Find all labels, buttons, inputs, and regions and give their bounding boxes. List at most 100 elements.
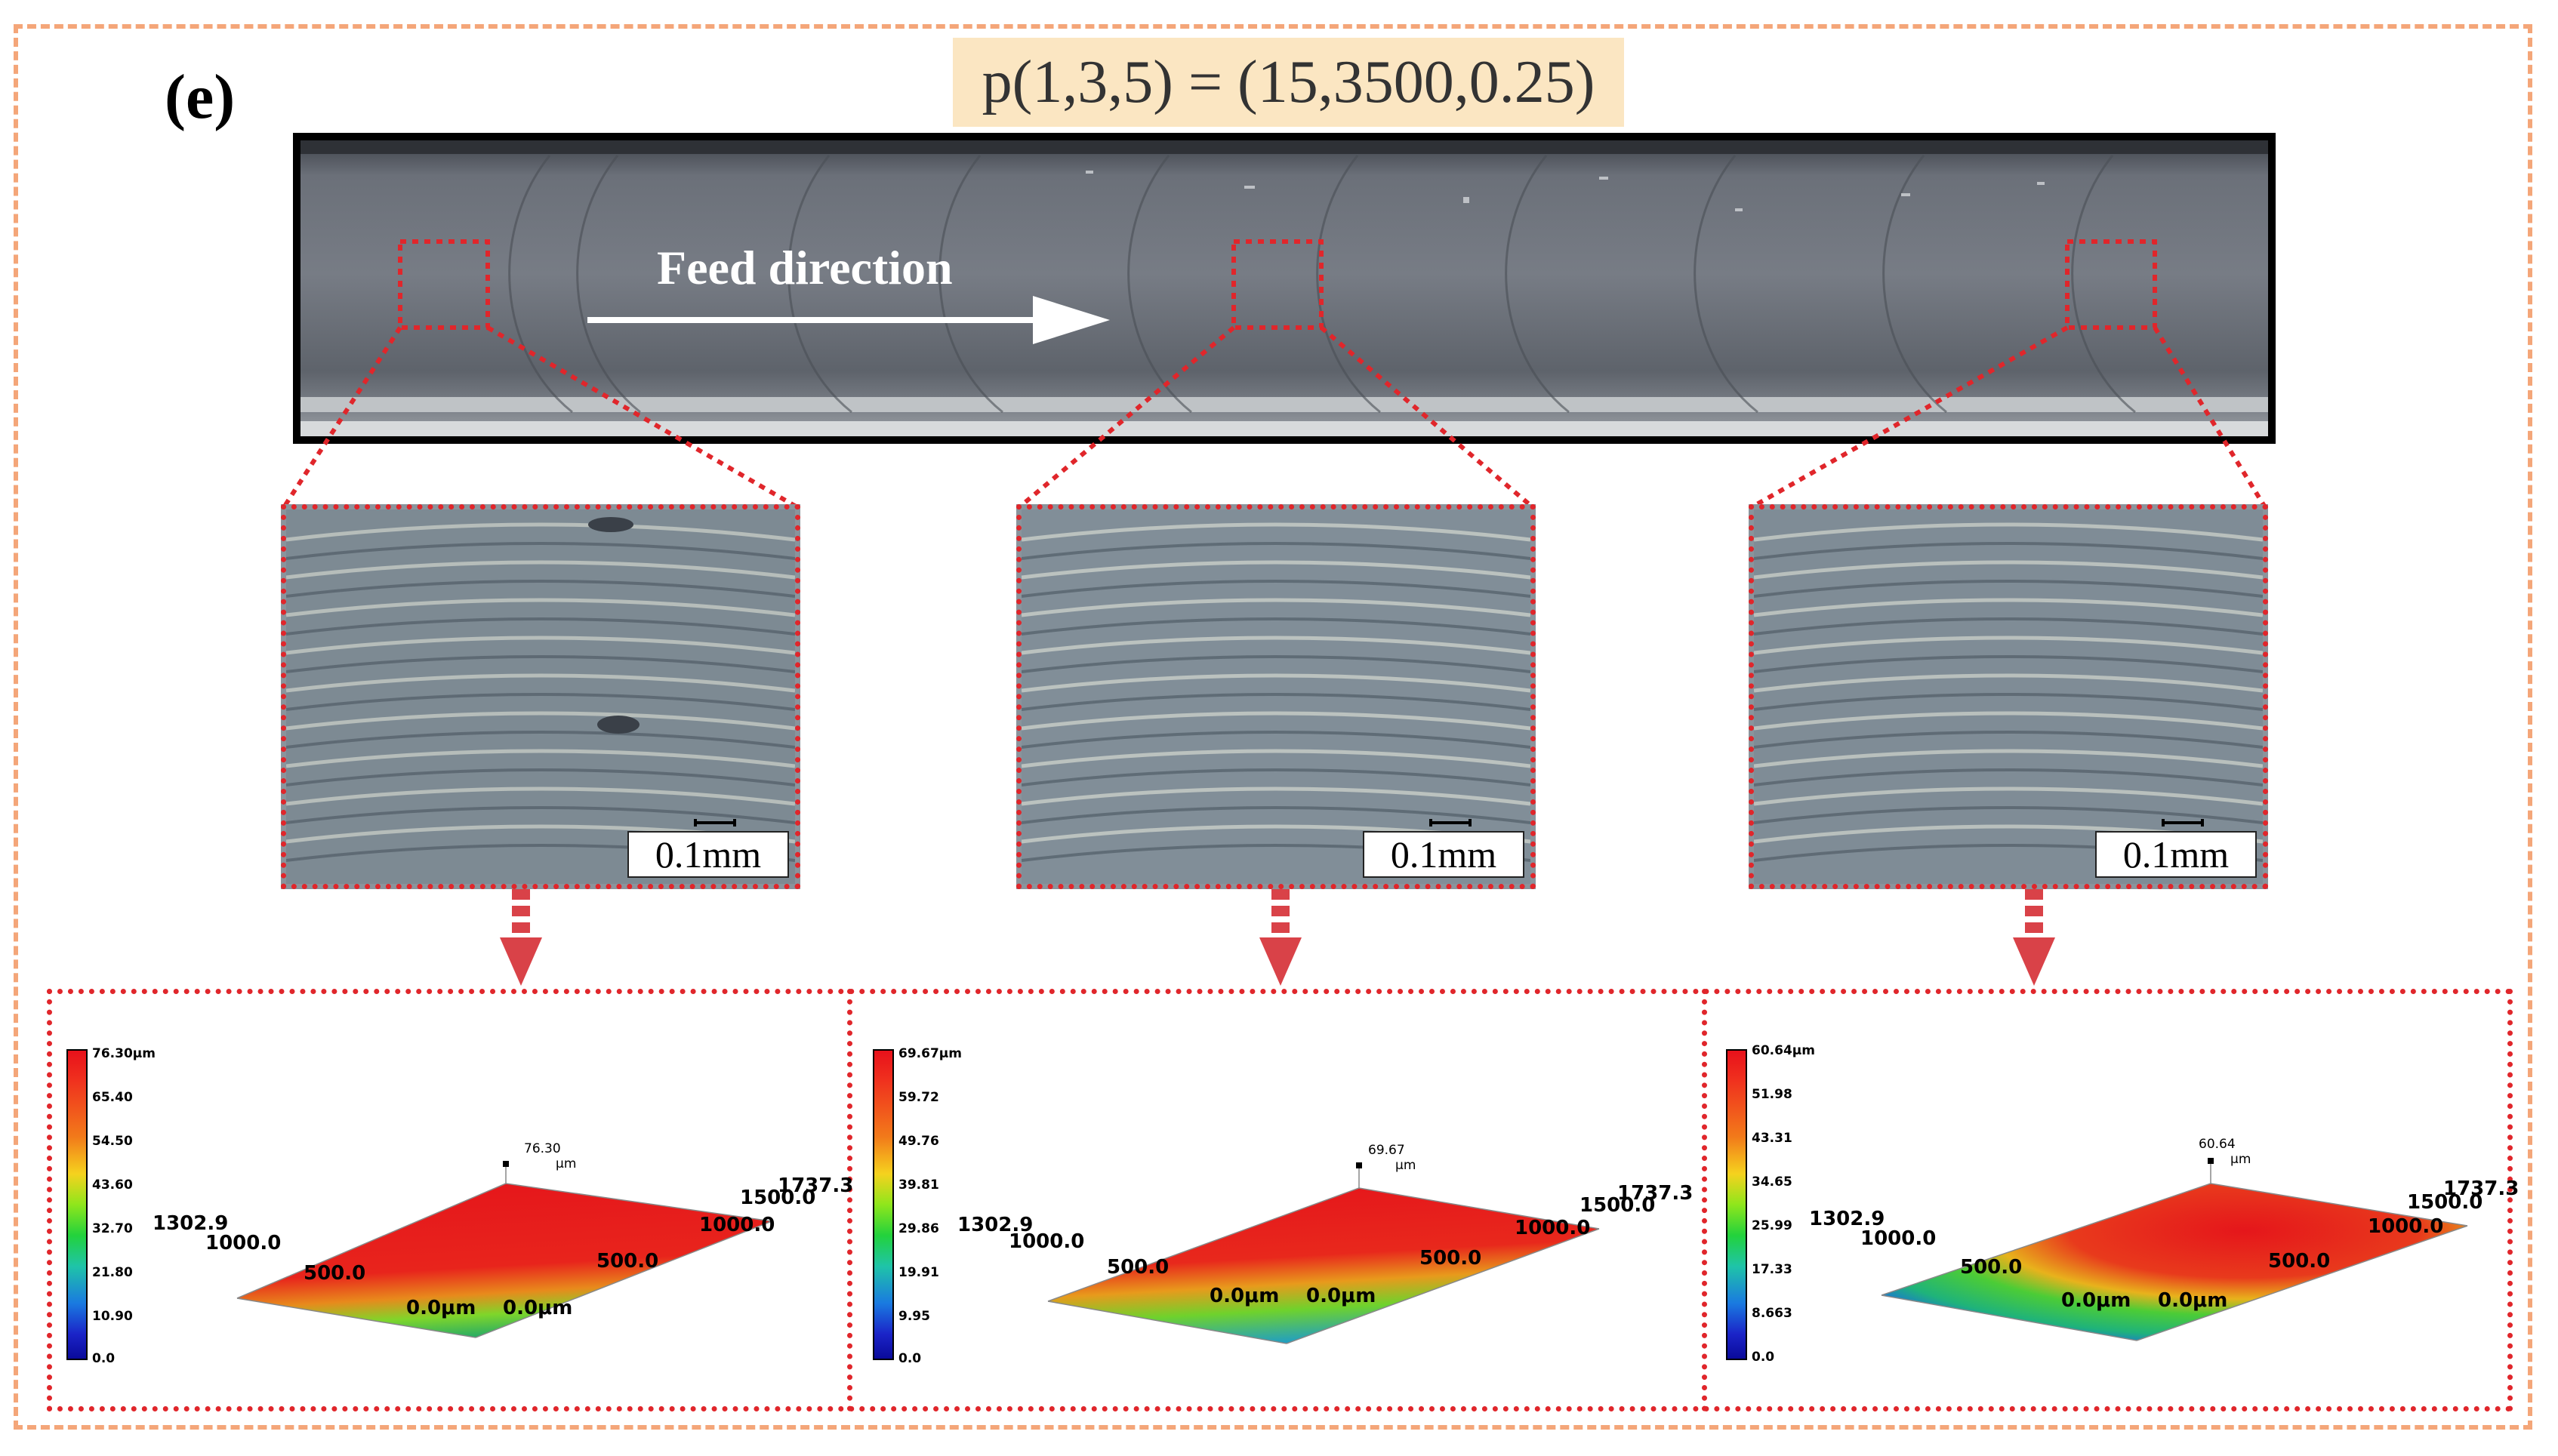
scale-label-box-2: 0.1mm [1363,831,1524,878]
colorbar-1-tick: 65.40 [92,1090,133,1105]
feed-direction-label: Feed direction [657,241,953,294]
x-tick-0: 0.0μm [503,1297,573,1319]
scale-bar-2 [1429,819,1472,827]
x-tick-500: 500.0 [596,1250,659,1273]
y-tick-500: 500.0 [1107,1256,1170,1279]
scale-label-box-1: 0.1mm [627,831,789,878]
surface-plot-3: 60.64μm 51.98 43.31 34.65 25.99 17.33 8.… [1712,996,2519,1404]
panel-label: (e) [165,62,236,132]
colorbar-1-tick: 32.70 [92,1221,133,1236]
surface-plots-frame [47,989,2513,1411]
colorbar-2-tick: 9.95 [898,1309,930,1324]
colorbar-1-max: 76.30μm [92,1046,156,1061]
scale-label-box-3: 0.1mm [2095,831,2257,878]
scale-label-1: 0.1mm [655,833,762,876]
scale-label-3: 0.1mm [2122,833,2230,876]
x-tick-1000: 1000.0 [699,1214,775,1236]
x-tick-1500: 1500.0 [740,1187,816,1209]
colorbar-3-max: 60.64μm [1752,1043,1815,1058]
surface-1-mesh [236,1161,772,1338]
colorbar-1-tick: 21.80 [92,1265,133,1280]
colorbar-3-tick: 8.663 [1752,1306,1792,1321]
colorbar-2-min: 0.0 [898,1351,922,1366]
x-tick-0: 0.0μm [2158,1289,2228,1312]
surface-1-plane [237,1184,772,1337]
y-tick-1000: 1000.0 [1009,1230,1085,1253]
colorbar-3 [1726,1049,1747,1360]
y-tick-1000: 1000.0 [1860,1227,1937,1250]
micrograph-texture-1 [286,509,795,884]
colorbar-2 [873,1049,894,1360]
surface-3-mesh [1881,1158,2468,1341]
colorbar-2-tick: 29.86 [898,1221,939,1236]
y-tick-0: 0.0μm [406,1297,476,1319]
scale-label-2: 0.1mm [1390,833,1497,876]
colorbar-2-max: 69.67μm [898,1046,962,1061]
surface-2-plane [1048,1188,1599,1344]
peak-unit-1: μm [556,1156,577,1171]
parameter-box: p(1,3,5) = (15,3500,0.25) [953,38,1624,127]
colorbar-2-tick: 39.81 [898,1177,939,1193]
x-tick-1000: 1000.0 [2368,1215,2444,1238]
colorbar-1 [66,1049,88,1360]
x-tick-1500: 1500.0 [2407,1191,2483,1214]
colorbar-1-tick: 10.90 [92,1309,133,1324]
y-tick-1302.9: 1302.9 [957,1214,1034,1236]
x-tick-1737.3: 1737.3 [2443,1177,2519,1200]
micrograph-3: 0.1mm [1749,504,2268,889]
scale-bar-1 [694,819,736,827]
x-tick-1500: 1500.0 [1579,1194,1656,1217]
peak-unit-2: μm [1395,1158,1416,1173]
colorbar-3-tick: 34.65 [1752,1174,1792,1190]
peak-marker-3 [2208,1158,2214,1164]
peak-unit-3: μm [2230,1152,2251,1167]
surface-2-mesh [1047,1162,1600,1344]
x-tick-1737.3: 1737.3 [1617,1182,1694,1205]
micrograph-texture-2 [1022,509,1530,884]
scale-bar-3 [2162,819,2204,827]
parameter-text: p(1,3,5) = (15,3500,0.25) [982,48,1595,115]
peak-marker-2 [1356,1162,1362,1168]
micrograph-2: 0.1mm [1016,504,1536,889]
surface-plot-1: 76.30μm 65.40 54.50 43.60 32.70 21.80 10… [53,996,853,1404]
micrograph-texture-3 [1754,509,2263,884]
x-tick-1737.3: 1737.3 [778,1174,854,1197]
down-arrow-1 [500,889,542,986]
y-tick-0: 0.0μm [1210,1285,1280,1307]
down-arrow-2 [1259,889,1302,986]
x-tick-500: 500.0 [2268,1250,2331,1273]
workpiece-rod-photo [293,133,2276,444]
colorbar-2-tick: 59.72 [898,1090,939,1105]
y-tick-1302.9: 1302.9 [1809,1208,1885,1230]
peak-marker-1 [503,1161,509,1167]
surface-plot-2: 69.67μm 59.72 49.76 39.81 29.86 19.91 9.… [858,996,1694,1404]
colorbar-1-tick: 43.60 [92,1177,133,1193]
y-tick-1000: 1000.0 [205,1232,282,1254]
colorbar-3-min: 0.0 [1752,1350,1775,1365]
colorbar-1-tick: 54.50 [92,1134,133,1149]
y-tick-0: 0.0μm [2061,1289,2131,1312]
y-tick-500: 500.0 [304,1262,366,1285]
x-tick-0: 0.0μm [1306,1285,1376,1307]
down-arrow-3 [2013,889,2055,986]
surface-plots-divider-2 [1702,989,1707,1411]
surface-plots-divider-1 [847,989,852,1411]
colorbar-1-min: 0.0 [92,1351,116,1366]
colorbar-3-tick: 17.33 [1752,1262,1792,1277]
x-tick-500: 500.0 [1419,1247,1482,1270]
x-tick-1000: 1000.0 [1515,1217,1591,1239]
micrograph-1: 0.1mm [281,504,800,889]
outer-dashed-frame [14,24,2532,1430]
colorbar-3-tick: 25.99 [1752,1218,1792,1233]
peak-value-2: 69.67 [1368,1143,1405,1158]
y-tick-500: 500.0 [1960,1256,2023,1279]
colorbar-2-tick: 19.91 [898,1265,939,1280]
colorbar-3-tick: 51.98 [1752,1087,1792,1102]
rod-texture [300,140,2268,436]
colorbar-3-tick: 43.31 [1752,1131,1792,1146]
colorbar-2-tick: 49.76 [898,1134,939,1149]
peak-value-1: 76.30 [524,1141,561,1156]
peak-value-3: 60.64 [2199,1137,2236,1152]
y-tick-1302.9: 1302.9 [153,1212,229,1235]
surface-3-plane [1882,1184,2467,1341]
